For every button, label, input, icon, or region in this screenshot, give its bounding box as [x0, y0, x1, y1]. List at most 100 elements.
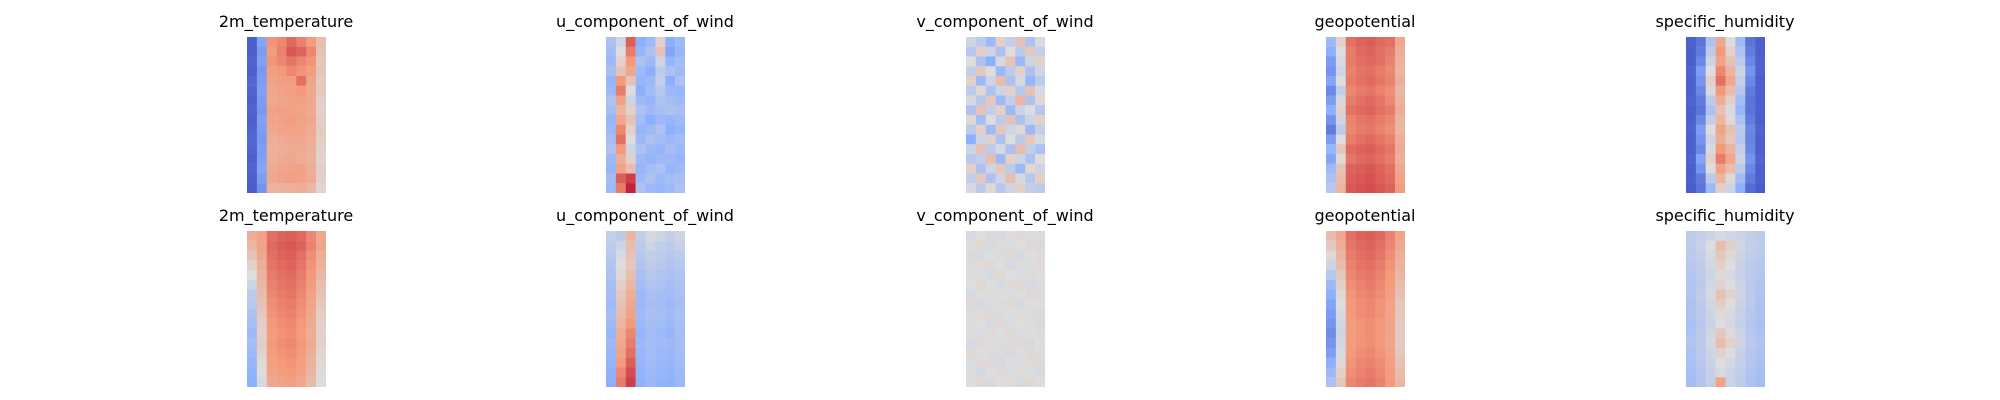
heatmap-cell	[674, 338, 685, 349]
heatmap-cell	[1345, 250, 1356, 261]
heatmap-cell	[295, 115, 306, 125]
heatmap-cell	[1345, 328, 1356, 339]
heatmap-cell	[1365, 357, 1376, 368]
heatmap-cell	[1374, 76, 1385, 86]
heatmap-cell	[1744, 154, 1755, 164]
heatmap-cell	[1754, 250, 1765, 261]
heatmap-cell	[305, 56, 316, 67]
heatmap-cell	[995, 124, 1006, 135]
heatmap-cell	[654, 318, 665, 329]
heatmap-cell	[615, 270, 626, 280]
heatmap-cell	[995, 289, 1006, 300]
heatmap-cell	[635, 231, 646, 241]
heatmap-cell	[1394, 56, 1405, 67]
heatmap-cell	[1374, 115, 1385, 125]
heatmap-cell	[1685, 309, 1696, 319]
heatmap-cell	[985, 95, 996, 106]
heatmap-cell	[1014, 144, 1025, 155]
heatmap-cell	[1034, 66, 1045, 77]
heatmap-cell	[1374, 367, 1385, 378]
heatmap-cell	[1685, 260, 1696, 271]
heatmap-cell	[256, 37, 267, 47]
heatmap-cell	[975, 76, 986, 86]
heatmap-cell	[266, 134, 277, 145]
heatmap-cell	[1005, 260, 1016, 271]
heatmap-cell	[1005, 328, 1016, 339]
heatmap-cell	[305, 231, 316, 241]
heatmap-cell	[1325, 144, 1336, 155]
heatmap-cell	[645, 163, 656, 174]
heatmap-cell	[625, 240, 636, 251]
heatmap-cell	[1695, 173, 1706, 184]
heatmap-cell	[985, 289, 996, 300]
heatmap-cell	[605, 299, 616, 310]
heatmap-cell	[995, 56, 1006, 67]
heatmap-cell	[315, 163, 326, 174]
heatmap-cell	[286, 163, 297, 174]
heatmap-cell	[1715, 240, 1726, 251]
heatmap-cell	[286, 56, 297, 67]
heatmap-cell	[975, 250, 986, 261]
heatmap-cell	[246, 377, 257, 387]
heatmap-cell	[256, 328, 267, 339]
heatmap-image	[246, 37, 326, 193]
heatmap-cell	[674, 299, 685, 310]
heatmap-cell	[674, 250, 685, 261]
heatmap-cell	[1715, 76, 1726, 86]
heatmap-cell	[615, 250, 626, 261]
heatmap-cell	[1744, 348, 1755, 358]
heatmap-cell	[1744, 309, 1755, 319]
heatmap-cell	[1754, 66, 1765, 77]
heatmap-cell	[276, 85, 287, 96]
heatmap-cell	[1725, 260, 1736, 271]
heatmap-cell	[664, 377, 675, 387]
heatmap-cell	[295, 357, 306, 368]
heatmap-cell	[305, 299, 316, 310]
heatmap-cell	[256, 144, 267, 155]
heatmap-svg	[605, 231, 685, 387]
heatmap-cell	[615, 318, 626, 329]
heatmap-cell	[1365, 270, 1376, 280]
heatmap-cell	[654, 377, 665, 387]
heatmap-cell	[1024, 173, 1035, 184]
heatmap-cell	[1355, 56, 1366, 67]
heatmap-cell	[1024, 144, 1035, 155]
heatmap-cell	[1754, 85, 1765, 96]
heatmap-cell	[1014, 328, 1025, 339]
heatmap-cell	[1345, 105, 1356, 116]
heatmap-cell	[654, 289, 665, 300]
heatmap-cell	[276, 240, 287, 251]
heatmap-cell	[1335, 348, 1346, 358]
heatmap-cell	[674, 309, 685, 319]
heatmap-cell	[1374, 134, 1385, 145]
heatmap-cell	[295, 270, 306, 280]
heatmap-cell	[1005, 66, 1016, 77]
heatmap-image	[246, 231, 326, 387]
heatmap-cell	[625, 260, 636, 271]
heatmap-cell	[1335, 115, 1346, 125]
heatmap-cell	[1345, 240, 1356, 251]
heatmap-cell	[1685, 46, 1696, 57]
heatmap-cell	[664, 299, 675, 310]
heatmap-cell	[1734, 124, 1745, 135]
heatmap-cell	[625, 46, 636, 57]
heatmap-cell	[1005, 144, 1016, 155]
heatmap-cell	[1374, 328, 1385, 339]
heatmap-cell	[664, 46, 675, 57]
heatmap-cell	[276, 173, 287, 184]
heatmap-cell	[1384, 240, 1395, 251]
heatmap-cell	[654, 37, 665, 47]
heatmap-cell	[256, 105, 267, 116]
heatmap-cell	[1325, 299, 1336, 310]
heatmap-cell	[1715, 163, 1726, 174]
heatmap-cell	[266, 46, 277, 57]
heatmap-cell	[664, 183, 675, 193]
heatmap-cell	[1685, 183, 1696, 193]
heatmap-cell	[625, 76, 636, 86]
heatmap-cell	[635, 328, 646, 339]
heatmap-cell	[256, 377, 267, 387]
heatmap-cell	[1725, 115, 1736, 125]
heatmap-cell	[1394, 46, 1405, 57]
heatmap-cell	[315, 85, 326, 96]
heatmap-cell	[1024, 124, 1035, 135]
